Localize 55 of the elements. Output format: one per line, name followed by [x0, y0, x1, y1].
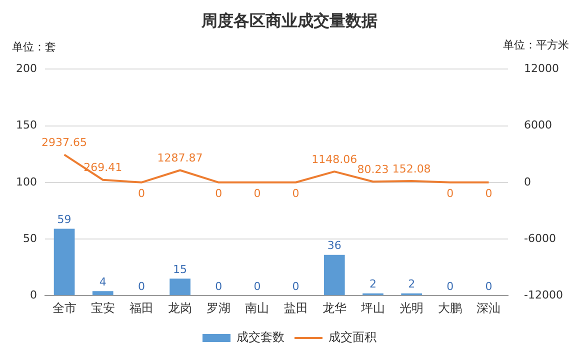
y-tick-label: 200 [16, 62, 37, 76]
legend-label: 成交套数 [236, 330, 284, 344]
y2-axis-title: 单位：平方米 [503, 38, 569, 52]
data-label: 0 [215, 186, 222, 200]
data-label: 0 [138, 186, 145, 200]
y2-tick-label: 0 [524, 175, 532, 188]
data-label: 2 [408, 278, 416, 291]
x-tick-label: 龙华 [322, 300, 346, 315]
x-tick-label: 盐田 [284, 300, 308, 315]
x-tick-label: 罗湖 [206, 300, 231, 315]
data-label: 4 [99, 275, 106, 288]
bar [54, 228, 75, 296]
y-tick-label: 100 [16, 175, 37, 188]
data-label: 1148.06 [312, 152, 358, 166]
data-label: 2 [369, 278, 376, 291]
x-tick-label: 深汕 [476, 300, 501, 315]
data-label: 0 [138, 280, 145, 293]
x-tick-label: 宝安 [90, 300, 115, 315]
y2-tick-label: 12000 [524, 62, 560, 76]
legend-label: 成交面积 [328, 330, 376, 344]
bar [170, 278, 190, 296]
data-label: 1287.87 [157, 152, 203, 165]
y-axis-title: 单位：套 [12, 40, 56, 54]
data-label: 0 [485, 186, 492, 200]
chart-title: 周度各区商业成交量数据 [200, 10, 378, 30]
x-tick-label: 光明 [400, 300, 424, 315]
y-tick-label: 50 [22, 232, 37, 245]
data-label: 0 [254, 280, 261, 293]
y2-tick-label: -6000 [524, 232, 556, 245]
y-tick-label: 0 [30, 288, 37, 302]
x-tick-label: 大鹏 [438, 300, 462, 315]
data-label: 0 [292, 186, 300, 200]
data-label: 0 [215, 280, 222, 293]
data-label: 2937.65 [42, 136, 88, 150]
x-tick-label: 坪山 [360, 300, 385, 315]
y2-tick-label: 6000 [524, 118, 552, 132]
data-label: 269.41 [84, 161, 122, 174]
data-label: 15 [173, 262, 188, 276]
y2-tick-label: -12000 [524, 288, 564, 302]
x-tick-label: 福田 [129, 300, 154, 315]
data-label: 36 [327, 239, 342, 252]
x-tick-label: 全市 [52, 300, 76, 315]
data-label: 59 [57, 213, 72, 226]
data-label: 0 [292, 280, 300, 293]
x-tick-label: 南山 [245, 300, 270, 315]
data-label: 0 [446, 280, 454, 293]
bar [324, 254, 345, 296]
bar [92, 291, 114, 296]
data-label: 152.08 [392, 162, 431, 176]
data-label: 0 [446, 186, 454, 200]
x-tick-label: 龙岗 [168, 300, 192, 315]
data-label: 80.23 [357, 163, 389, 176]
data-label: 0 [254, 186, 261, 200]
y-tick-label: 150 [16, 118, 37, 132]
data-label: 0 [485, 280, 492, 293]
